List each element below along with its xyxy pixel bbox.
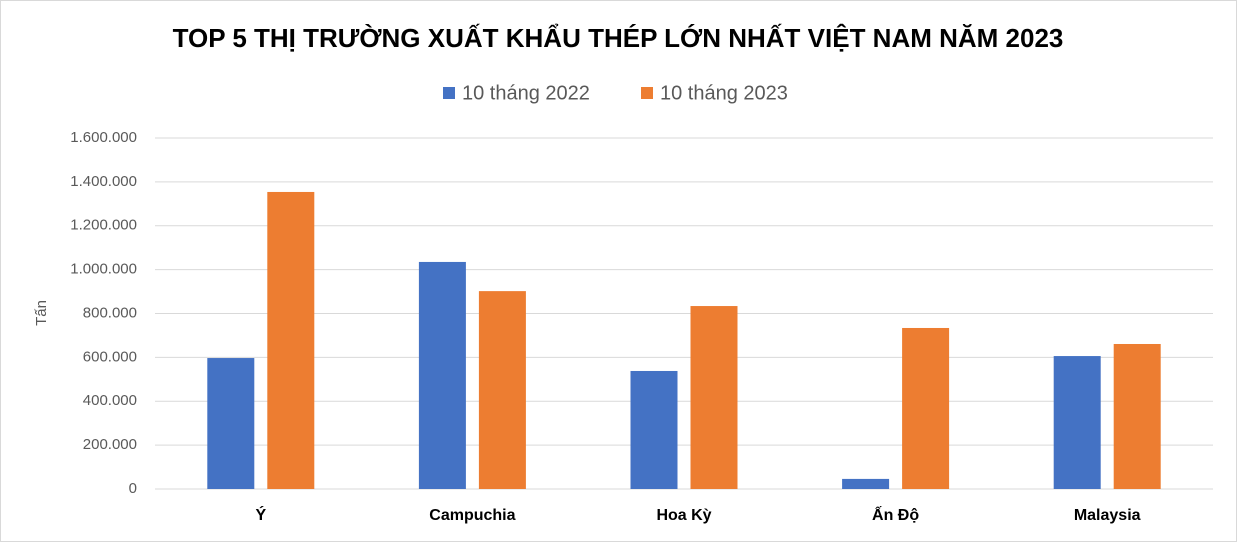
bar — [418, 261, 466, 489]
legend-swatch — [641, 87, 653, 99]
y-tick-label: 200.000 — [83, 436, 137, 453]
bar — [842, 478, 890, 489]
x-tick-label: Malaysia — [1074, 507, 1141, 524]
legend-label: 10 tháng 2023 — [660, 82, 788, 104]
y-tick-label: 1.600.000 — [70, 129, 137, 146]
legend-label: 10 tháng 2022 — [462, 82, 590, 104]
y-tick-label: 800.000 — [83, 304, 137, 321]
y-tick-label: 400.000 — [83, 392, 137, 409]
bar — [267, 191, 315, 489]
bar — [902, 327, 950, 489]
y-axis-label: Tấn — [33, 300, 50, 326]
y-tick-label: 1.200.000 — [70, 217, 137, 234]
y-tick-label: 600.000 — [83, 348, 137, 365]
bar — [207, 358, 255, 489]
x-tick-label: Ấn Độ — [872, 505, 919, 524]
x-tick-label: Hoa Kỳ — [656, 507, 711, 524]
bar — [478, 291, 526, 489]
y-tick-label: 1.400.000 — [70, 173, 137, 190]
bar — [690, 306, 738, 489]
x-tick-label: Ý — [255, 505, 266, 524]
x-tick-label: Campuchia — [429, 507, 515, 524]
bar — [630, 370, 678, 489]
y-tick-label: 1.000.000 — [70, 261, 137, 278]
bar — [1053, 356, 1101, 489]
y-tick-label: 0 — [129, 480, 137, 497]
bar — [1113, 343, 1161, 489]
chart-title: TOP 5 THỊ TRƯỜNG XUẤT KHẨU THÉP LỚN NHẤT… — [173, 23, 1064, 53]
legend-swatch — [443, 87, 455, 99]
